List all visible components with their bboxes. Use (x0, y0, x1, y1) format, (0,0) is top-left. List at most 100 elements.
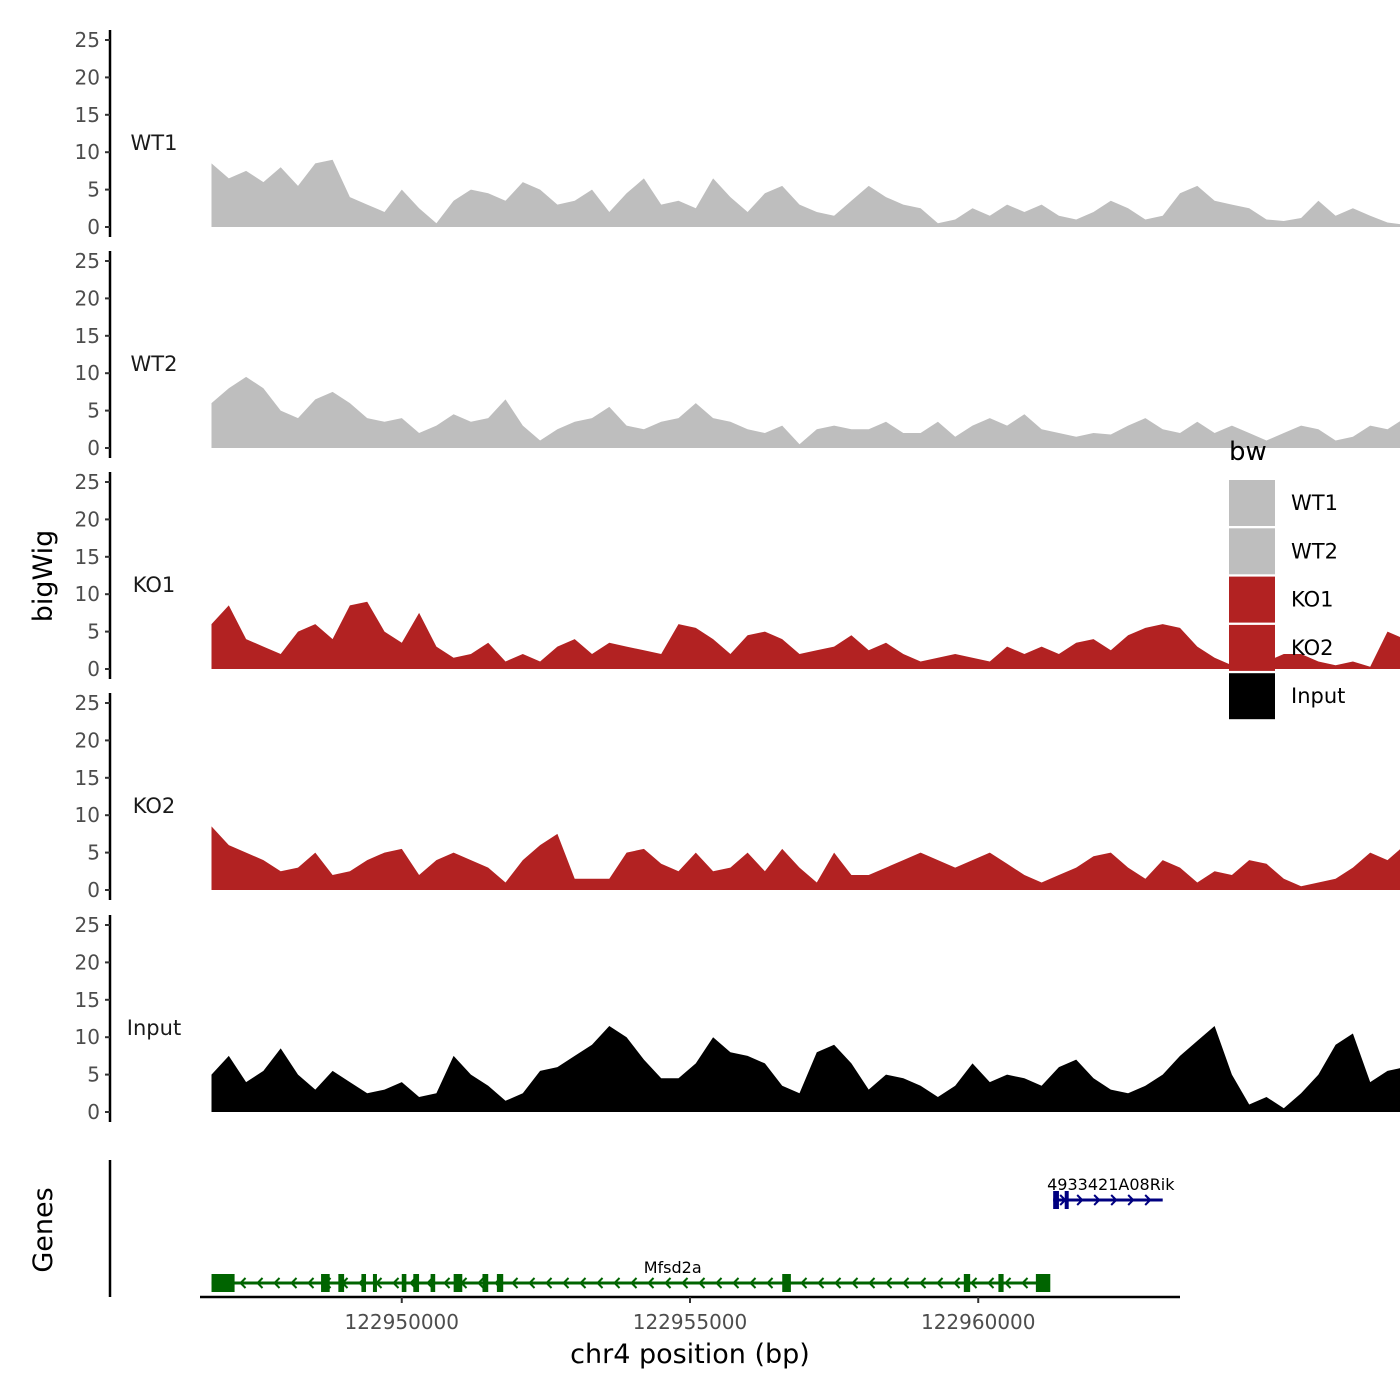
strand-arrow (902, 1277, 910, 1289)
y-tick-label: 15 (75, 103, 100, 127)
legend-swatch-wt1 (1229, 480, 1275, 526)
strand-arrow (290, 1277, 298, 1289)
panel-label: Input (127, 1016, 181, 1040)
panel-ko2: 0 5 10 15 20 25 KO2 (75, 691, 1400, 902)
exon (401, 1274, 407, 1292)
strand-arrow (1144, 1194, 1152, 1206)
y-tick-label: 5 (87, 620, 100, 644)
gene-track: Mfsd2a 4933421A08Rik (108, 1160, 1175, 1297)
strand-arrow (919, 1277, 927, 1289)
strand-arrow (698, 1277, 706, 1289)
strand-arrow (953, 1277, 961, 1289)
strand-arrow (392, 1277, 400, 1289)
panel-wt2: 0 5 10 15 20 25 WT2 (75, 249, 1400, 460)
x-axis-title: chr4 position (bp) (570, 1339, 810, 1370)
gene-name: 4933421A08Rik (1047, 1175, 1175, 1194)
strand-arrow (817, 1277, 825, 1289)
y-tick-label: 25 (75, 249, 100, 273)
x-axis: 122950000 122955000 122960000 (200, 1295, 1180, 1334)
y-tick-label: 5 (87, 1063, 100, 1087)
y-tick-label: 15 (75, 324, 100, 348)
y-tick-label: 20 (75, 728, 100, 752)
legend-swatch-ko1 (1229, 576, 1275, 623)
strand-arrow (868, 1277, 876, 1289)
exon (338, 1274, 345, 1292)
strand-arrow (885, 1277, 893, 1289)
legend-swatch-ko2 (1229, 624, 1275, 671)
y-tick-label: 15 (75, 988, 100, 1012)
strand-arrow (630, 1277, 638, 1289)
strand-arrow (528, 1277, 536, 1289)
legend-swatch-input (1229, 673, 1275, 720)
y-tick-label: 0 (87, 657, 100, 681)
strand-arrow (613, 1277, 621, 1289)
x-tick-label: 122960000 (921, 1310, 1036, 1334)
y-tick-label: 10 (75, 803, 100, 827)
strand-arrow (987, 1277, 995, 1289)
exon (782, 1274, 791, 1292)
strand-arrow (545, 1277, 553, 1289)
y-tick-label: 0 (87, 215, 100, 239)
exon (496, 1274, 504, 1292)
legend-title: bw (1229, 437, 1267, 467)
legend-label-ko2: KO2 (1291, 636, 1334, 660)
strand-arrow (647, 1277, 655, 1289)
strand-arrow (800, 1277, 808, 1289)
gene-track-title: Genes (28, 1187, 59, 1272)
y-axis-title: bigWig (28, 530, 59, 623)
y-tick-label: 5 (87, 178, 100, 202)
legend-label-wt1: WT1 (1291, 491, 1338, 515)
coverage-area (211, 376, 1400, 448)
panel-wt1: 0 5 10 15 20 25 WT1 (75, 28, 1400, 239)
panel-label: WT1 (131, 131, 178, 155)
y-tick-label: 20 (75, 507, 100, 531)
gene-mfsd2a: Mfsd2a (211, 1258, 1051, 1292)
x-tick-label: 122955000 (633, 1310, 748, 1334)
legend-label-wt2: WT2 (1291, 539, 1338, 563)
strand-arrow (562, 1277, 570, 1289)
y-tick-label: 20 (75, 65, 100, 89)
strand-arrow (834, 1277, 842, 1289)
y-tick-label: 0 (87, 1100, 100, 1124)
legend: bw WT1 WT2 KO1 KO2 Input (1229, 437, 1345, 720)
y-tick-label: 25 (75, 913, 100, 937)
exon (998, 1274, 1004, 1292)
gene-4933421a08rik: 4933421A08Rik (1047, 1175, 1175, 1209)
strand-arrow (579, 1277, 587, 1289)
strand-arrow (681, 1277, 689, 1289)
strand-arrow (596, 1277, 604, 1289)
strand-arrow (1076, 1194, 1084, 1206)
y-tick-label: 0 (87, 878, 100, 902)
strand-arrow (970, 1277, 978, 1289)
panel-label: KO2 (133, 794, 176, 818)
exon (430, 1274, 436, 1292)
exon (453, 1274, 463, 1292)
exon (211, 1274, 235, 1292)
strand-arrow (1093, 1194, 1101, 1206)
coverage-area (211, 826, 1400, 890)
coverage-area (211, 159, 1400, 227)
legend-swatch-wt2 (1229, 528, 1275, 575)
coverage-area (211, 1026, 1400, 1112)
legend-label-input: Input (1291, 684, 1345, 708)
exon (963, 1274, 971, 1292)
y-tick-label: 10 (75, 1025, 100, 1049)
y-tick-label: 25 (75, 470, 100, 494)
y-tick-label: 25 (75, 691, 100, 715)
strand-arrow (749, 1277, 757, 1289)
strand-arrow (766, 1277, 774, 1289)
strand-arrow (936, 1277, 944, 1289)
panel-ko1: 0 5 10 15 20 25 KO1 (75, 470, 1400, 681)
y-tick-label: 10 (75, 582, 100, 606)
strand-arrow (1110, 1194, 1118, 1206)
y-tick-label: 25 (75, 28, 100, 52)
y-tick-label: 15 (75, 545, 100, 569)
strand-arrow (307, 1277, 315, 1289)
y-tick-label: 5 (87, 841, 100, 865)
y-tick-label: 20 (75, 950, 100, 974)
strand-arrow (239, 1277, 247, 1289)
panel-label: KO1 (133, 573, 176, 597)
strand-arrow (477, 1277, 485, 1289)
strand-arrow (1004, 1277, 1012, 1289)
